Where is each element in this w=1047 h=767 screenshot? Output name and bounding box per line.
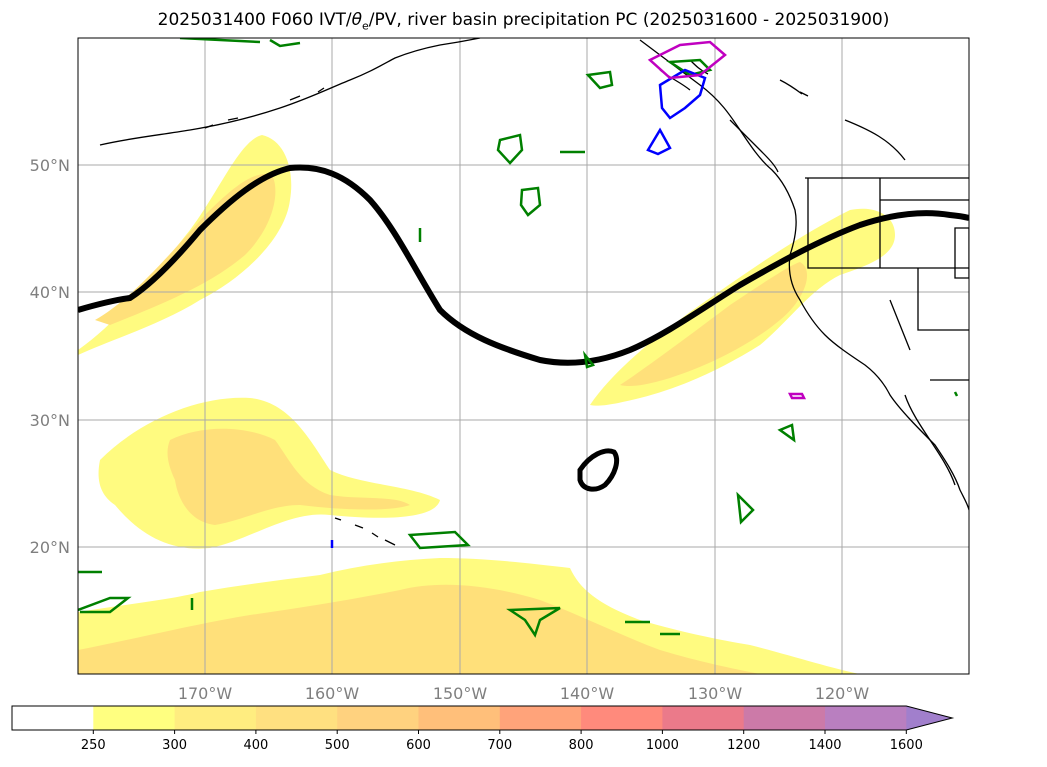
- colorbar-label: 600: [406, 738, 431, 753]
- lon-label: 140°W: [560, 684, 615, 703]
- ivt-region-atmospheric-river-core: [620, 262, 808, 387]
- lat-label: 50°N: [30, 156, 70, 175]
- lat-lon-gridlines: [78, 38, 969, 674]
- lon-label: 170°W: [178, 684, 233, 703]
- colorbar-segment: [418, 706, 501, 730]
- bc-islands: [659, 59, 809, 97]
- baja-california: [904, 394, 956, 486]
- colorbar-segment: [174, 706, 257, 730]
- colorbar-label: 250: [81, 738, 106, 753]
- hawaii-islands: [334, 517, 396, 546]
- colorbar-label: 400: [243, 738, 268, 753]
- lon-label: 150°W: [433, 684, 488, 703]
- colorbar-label: 1600: [890, 738, 923, 753]
- lat-tick-labels: 50°N 40°N 30°N 20°N: [30, 156, 70, 557]
- closed-black-contour: [577, 448, 620, 492]
- colorbar-label: 700: [487, 738, 512, 753]
- colorbar-outline: [11, 705, 955, 731]
- colorbar-label: 800: [569, 738, 594, 753]
- us-state-borders: [807, 119, 969, 381]
- colorbar-segment: [337, 706, 419, 730]
- lat-label: 20°N: [30, 538, 70, 557]
- coastlines: [99, 38, 969, 546]
- lon-tick-labels: 170°W 160°W 150°W 140°W 130°W 120°W: [178, 684, 870, 703]
- dynamic-tropopause-contour: [78, 164, 969, 366]
- colorbar-segment: [581, 706, 663, 730]
- colorbar: 250 300 400 500 600 700 800 1000 1200 1400 1600: [11, 705, 955, 753]
- colorbar-segment: [255, 706, 338, 730]
- figure-title: 2025031400 F060 IVT/θe/PV, river basin p…: [157, 10, 890, 33]
- vancouver-island: [729, 119, 779, 173]
- alaska-coast: [99, 38, 481, 146]
- ivt-region-tropical-core: [78, 584, 760, 674]
- colorbar-label: 1400: [808, 738, 841, 753]
- blue-contours: [330, 68, 707, 548]
- colorbar-label: 500: [325, 738, 350, 753]
- colorbar-label: 300: [162, 738, 187, 753]
- colorbar-label: 1000: [646, 738, 679, 753]
- lat-label: 40°N: [30, 283, 70, 302]
- colorbar-extension: [906, 706, 953, 730]
- map-frame: [77, 37, 970, 675]
- ivt-region-subtropical-core: [167, 428, 410, 525]
- lon-label: 120°W: [815, 684, 870, 703]
- colorbar-segment: [662, 706, 745, 730]
- ivt-shading: [78, 135, 895, 674]
- colorbar-segment: [12, 706, 94, 730]
- magenta-contours: [647, 40, 807, 400]
- alaska-coast-islands: [204, 87, 325, 129]
- colorbar-segment: [825, 706, 907, 730]
- lon-label: 160°W: [305, 684, 360, 703]
- colorbar-segment: [93, 706, 176, 730]
- lat-label: 30°N: [30, 411, 70, 430]
- colorbar-segment: [743, 706, 826, 730]
- colorbar-segment: [499, 706, 582, 730]
- map-layers: [78, 38, 969, 674]
- lon-label: 130°W: [688, 684, 743, 703]
- colorbar-label: 1200: [727, 738, 760, 753]
